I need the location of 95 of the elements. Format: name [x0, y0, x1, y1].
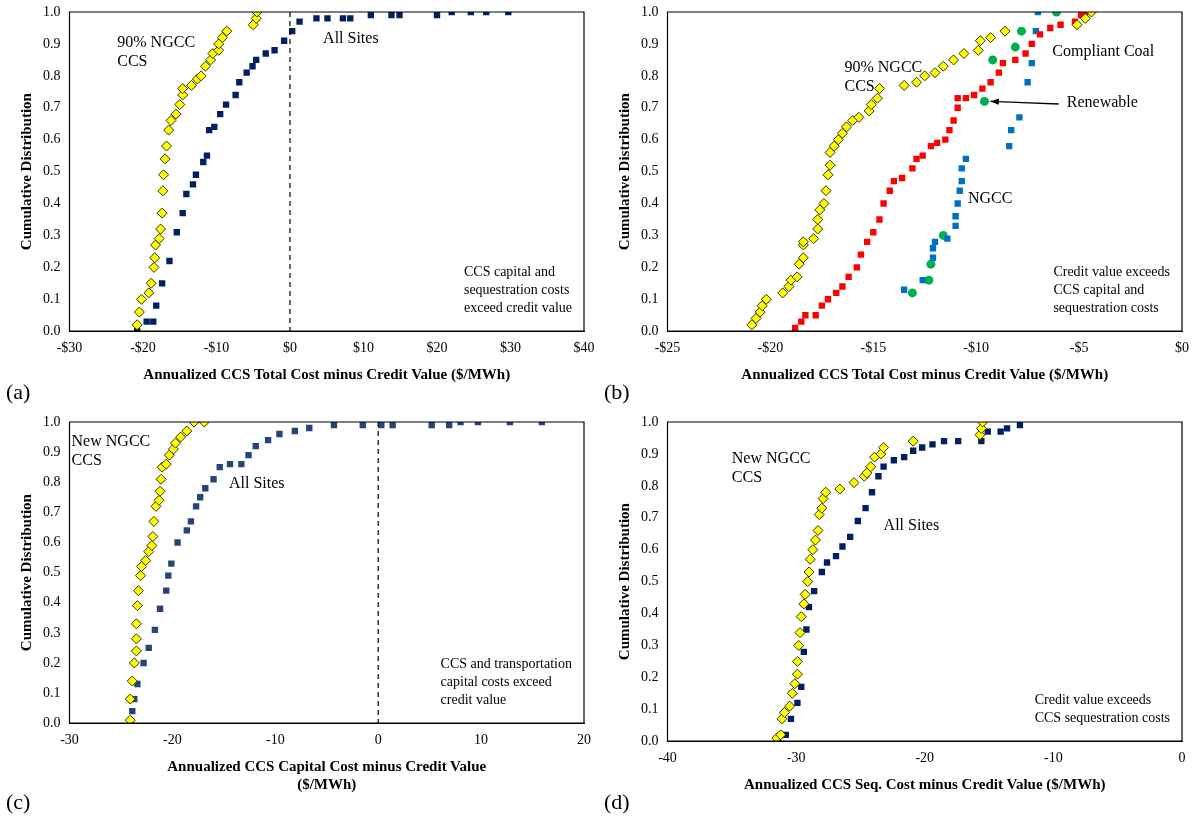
series-label: All Sites: [228, 474, 285, 492]
x-tick-label: $0: [1175, 340, 1189, 356]
y-tick-label: 0.5: [43, 564, 61, 580]
y-tick-label: 0.5: [641, 163, 659, 179]
x-tick-label: -10: [265, 732, 285, 748]
x-tick-label: 0: [1178, 750, 1186, 766]
x-tick-label: $0: [283, 340, 297, 356]
annotation: CCS and transportation capital costs exceed credit value: [440, 655, 572, 707]
y-tick-label: 0.6: [43, 131, 61, 147]
x-tick-label: 10: [474, 732, 489, 748]
x-tick-label: -$5: [1069, 340, 1089, 356]
y-axis-title: Cumulative Distribution: [17, 493, 34, 652]
y-tick-label: 0.4: [43, 594, 61, 610]
x-axis-title: Annualized CCS Total Cost minus Credit Value ($/MWh): [741, 365, 1109, 383]
y-tick-label: 0.2: [641, 669, 659, 685]
x-tick-label: -10: [1044, 750, 1063, 766]
x-tick-label: -$15: [860, 340, 887, 356]
y-tick-label: 1.0: [641, 3, 659, 19]
x-axis-title: Annualized CCS Capital Cost minus Credit Value ($/MWh): [167, 757, 487, 793]
y-tick-label: 0.6: [641, 541, 659, 557]
y-tick-label: 1.0: [43, 3, 61, 19]
y-tick-label: 0.9: [641, 35, 659, 51]
y-tick-label: 0.7: [43, 504, 61, 520]
y-tick-label: 0.3: [641, 227, 659, 243]
x-axis-title: Annualized CCS Total Cost minus Credit Value ($/MWh): [143, 365, 511, 383]
x-tick-label: -$10: [203, 340, 230, 356]
series-label: 90% NGCC CCS: [117, 32, 196, 69]
y-tick-label: 1.0: [641, 413, 659, 429]
y-tick-label: 0.1: [641, 700, 659, 716]
x-tick-label: 20: [577, 732, 591, 748]
x-tick-label: -20: [163, 732, 182, 748]
annotation: CCS capital and sequestration costs exceed credit value: [463, 263, 572, 315]
x-tick-label: 0: [374, 732, 382, 748]
y-tick-label: 0.8: [641, 67, 659, 83]
x-tick-label: $40: [573, 340, 595, 356]
y-tick-label: 0.1: [43, 290, 61, 306]
y-tick-label: 0.5: [641, 573, 659, 589]
series-label: New NGCC CCS: [731, 448, 811, 485]
x-tick-label: -$20: [757, 340, 784, 356]
x-tick-label: -$25: [654, 340, 681, 356]
y-tick-label: 0.0: [641, 732, 659, 748]
x-tick-label: $30: [500, 340, 521, 356]
y-tick-label: 0.5: [43, 163, 61, 179]
y-tick-label: 0.0: [43, 322, 61, 338]
y-tick-label: 0.0: [43, 714, 61, 730]
y-tick-label: 0.1: [43, 684, 61, 700]
x-tick-label: -30: [60, 732, 79, 748]
y-tick-label: 0.8: [43, 67, 61, 83]
text: (c): [6, 788, 31, 814]
series-label: NGCC: [967, 188, 1013, 206]
y-tick-label: 0.0: [641, 322, 659, 338]
text: (a): [6, 378, 31, 404]
y-tick-label: 0.9: [43, 443, 61, 459]
y-tick-label: 0.6: [43, 534, 61, 550]
series-label: All Sites: [883, 515, 940, 533]
text: (d): [604, 788, 630, 814]
y-tick-label: 0.7: [43, 99, 61, 115]
y-tick-label: 0.3: [641, 637, 659, 653]
x-tick-label: -$10: [963, 340, 990, 356]
text: (b): [604, 378, 630, 404]
x-tick-label: -20: [915, 750, 935, 766]
x-axis-title: Annualized CCS Seq. Cost minus Credit Value ($/MWh): [744, 775, 1106, 793]
y-axis-title: Cumulative Distribution: [17, 92, 34, 251]
y-tick-label: 0.7: [641, 509, 659, 525]
annotation: Credit value exceeds CCS capital and sequestration costs: [1053, 263, 1171, 315]
y-tick-label: 1.0: [43, 413, 61, 429]
y-tick-label: 0.3: [43, 624, 61, 640]
y-tick-label: 0.1: [641, 290, 659, 306]
annotation: Credit value exceeds CCS sequestration costs: [1034, 691, 1171, 725]
y-tick-label: 0.7: [641, 99, 659, 115]
y-tick-label: 0.2: [43, 654, 61, 670]
y-tick-label: 0.3: [43, 227, 61, 243]
x-tick-label: $20: [426, 340, 448, 356]
y-tick-label: 0.4: [641, 605, 659, 621]
series-label: New NGCC CCS: [71, 432, 151, 469]
text: Renewable: [1066, 93, 1138, 111]
x-tick-label: $10: [353, 340, 374, 356]
y-axis-title: Cumulative Distribution: [615, 502, 632, 661]
y-tick-label: 0.6: [641, 131, 659, 147]
x-tick-label: -40: [658, 750, 677, 766]
y-tick-label: 0.9: [43, 35, 61, 51]
y-tick-label: 0.8: [43, 473, 61, 489]
y-tick-label: 0.2: [43, 259, 61, 275]
y-tick-label: 0.4: [641, 195, 659, 211]
series-label: Compliant Coal: [1052, 42, 1155, 61]
x-tick-label: -30: [786, 750, 806, 766]
y-tick-label: 0.4: [43, 195, 61, 211]
series-label: 90% NGCC CCS: [844, 58, 923, 95]
y-tick-label: 0.9: [641, 445, 659, 461]
series-label: All Sites: [323, 29, 379, 47]
y-tick-label: 0.8: [641, 477, 659, 493]
x-tick-label: -$20: [130, 340, 156, 356]
y-tick-label: 0.2: [641, 259, 659, 275]
y-axis-title: Cumulative Distribution: [615, 92, 632, 251]
x-tick-label: -$30: [56, 340, 83, 356]
